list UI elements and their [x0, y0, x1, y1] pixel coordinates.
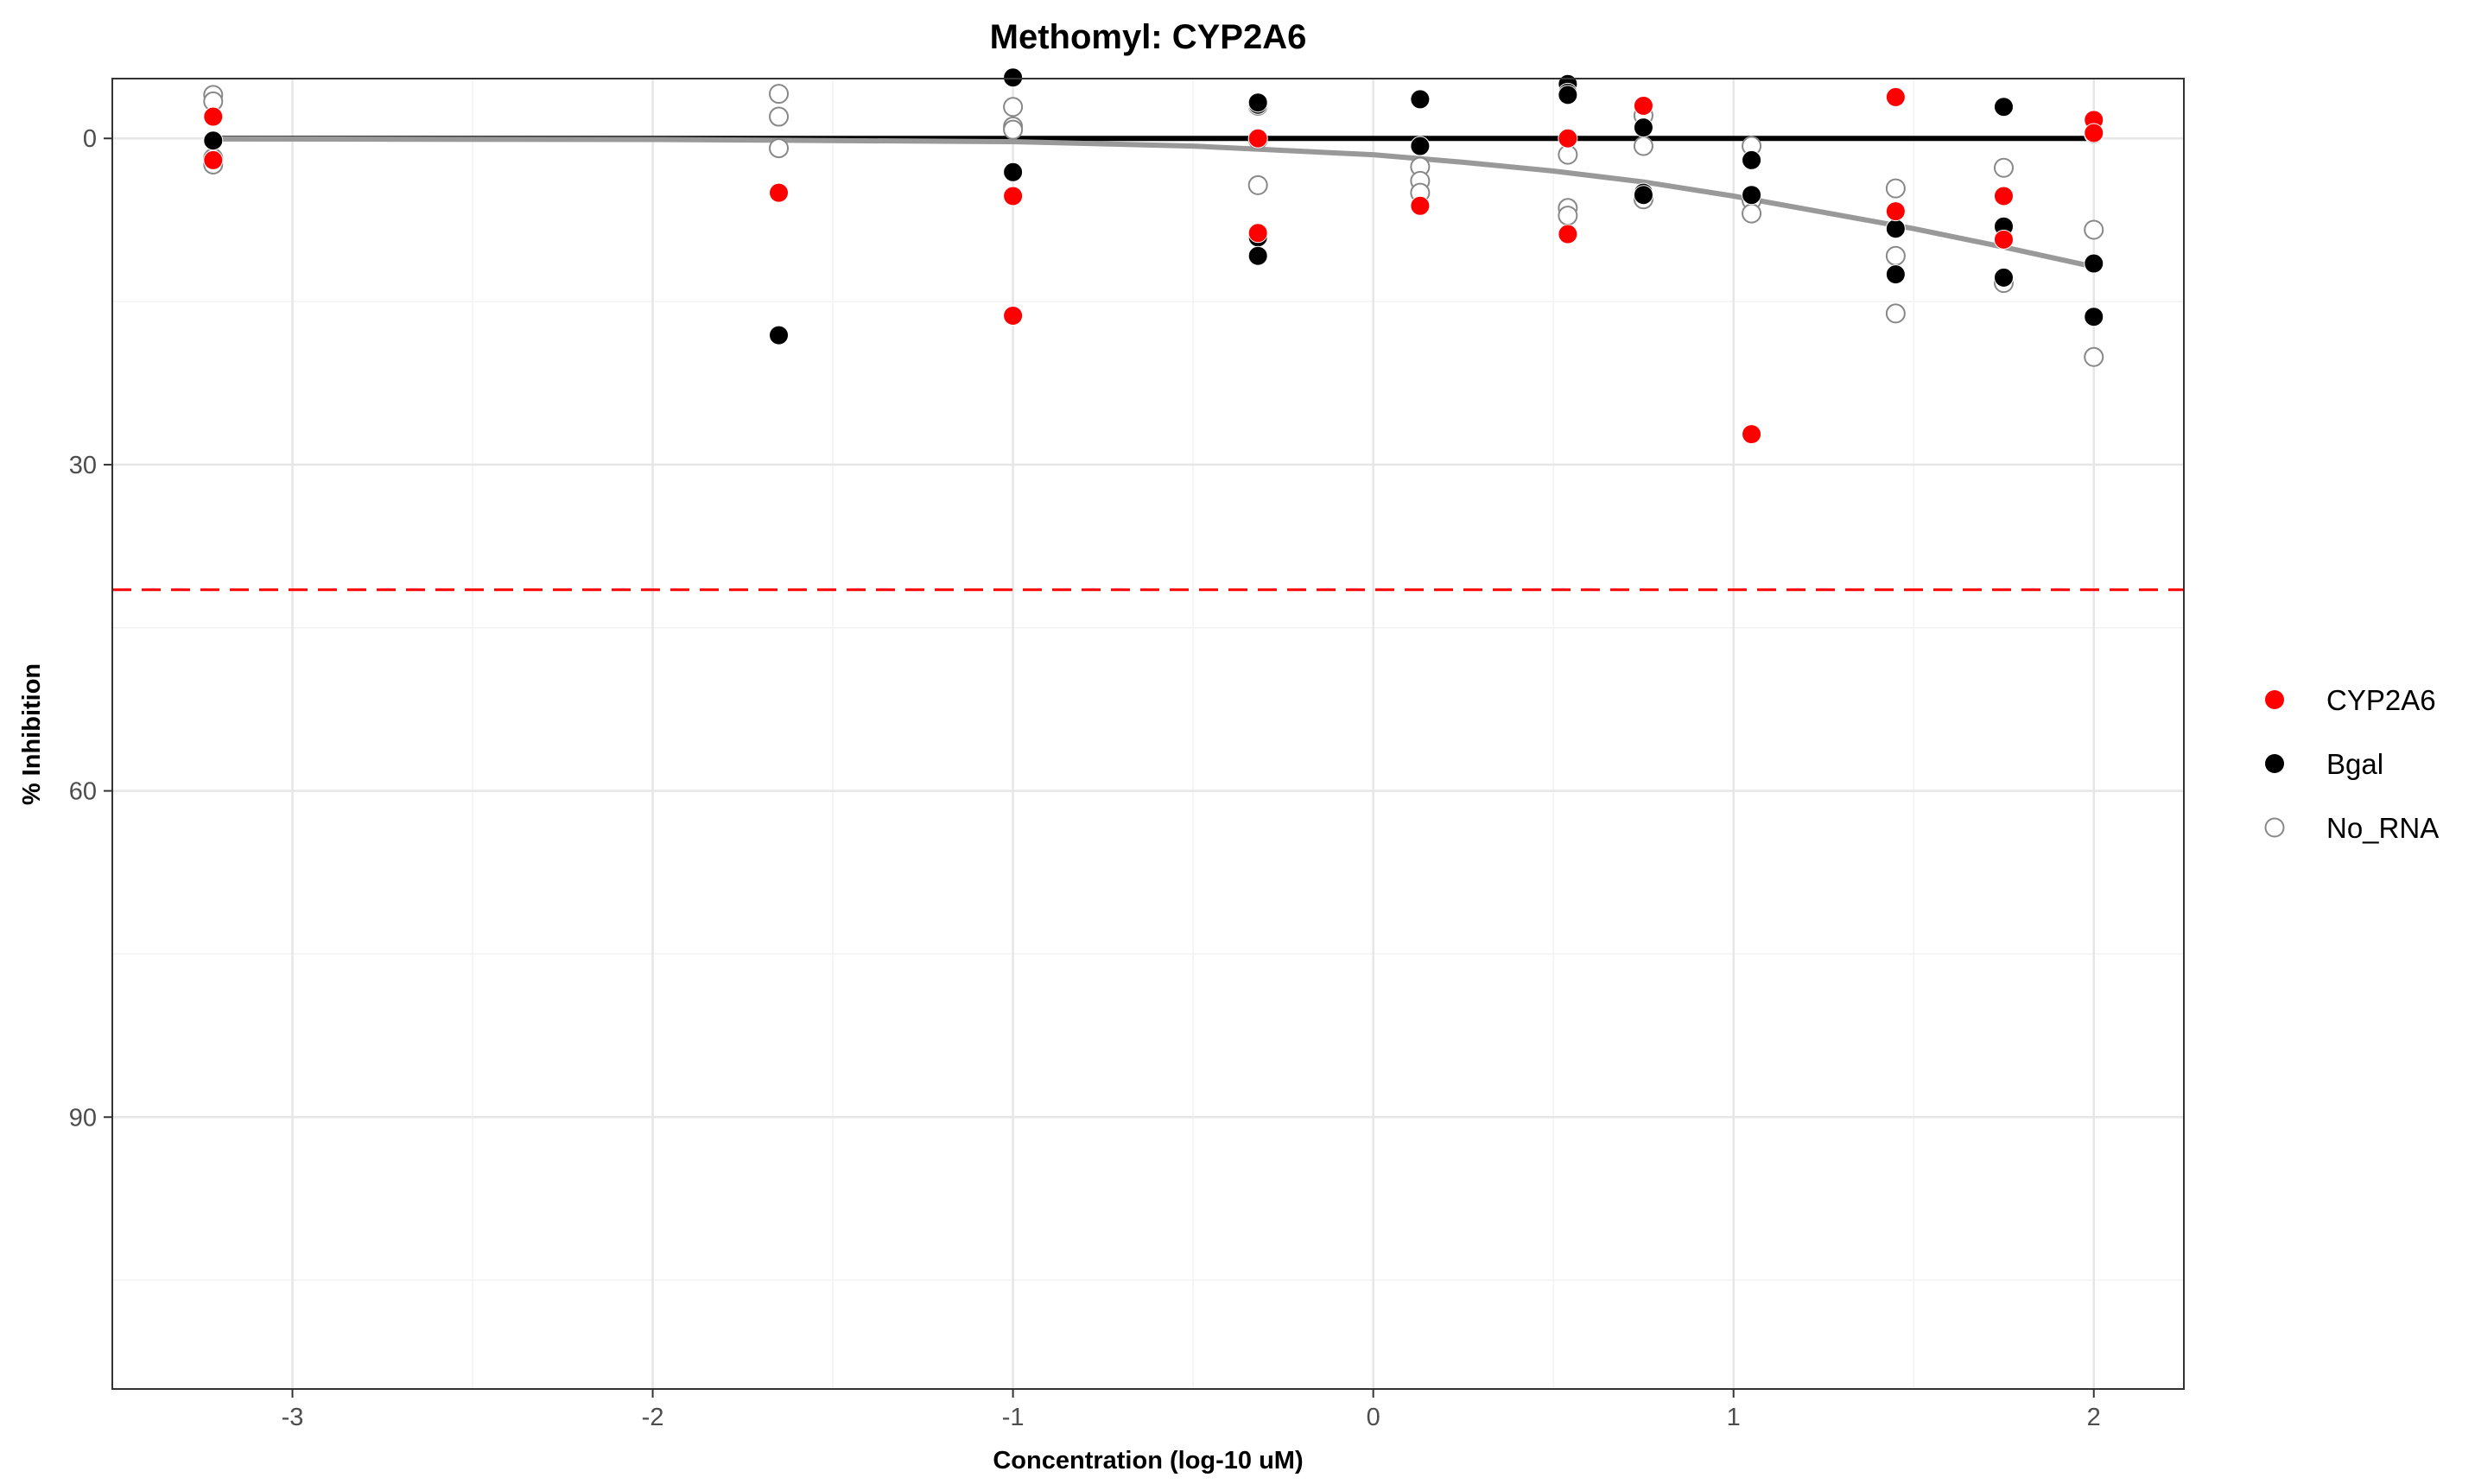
data-point — [2085, 124, 2104, 143]
data-point — [1742, 186, 1761, 205]
y-tick-label: 0 — [83, 125, 97, 153]
data-point — [1004, 187, 1023, 206]
data-point — [1742, 150, 1761, 169]
x-tick-label: -3 — [282, 1404, 304, 1431]
data-point — [2085, 308, 2104, 327]
data-point — [204, 107, 223, 126]
data-point — [1634, 96, 1653, 115]
data-point — [1558, 129, 1577, 148]
data-point — [1004, 121, 1022, 139]
data-point — [1558, 86, 1577, 105]
data-point — [1558, 206, 1577, 225]
data-point — [1995, 159, 2013, 177]
data-point — [2085, 254, 2104, 273]
data-point — [1248, 246, 1267, 265]
data-point — [2085, 220, 2103, 238]
legend-key — [2265, 754, 2284, 773]
data-point — [1248, 224, 1267, 243]
data-point — [1742, 425, 1761, 444]
x-tick-label: 1 — [1727, 1404, 1741, 1431]
data-point — [770, 183, 789, 202]
legend: CYP2A6 Bgal No_RNA — [2265, 684, 2439, 844]
data-point — [770, 139, 788, 157]
data-point — [770, 108, 788, 126]
data-point — [1411, 90, 1430, 109]
data-point — [1004, 68, 1023, 87]
data-point — [1004, 162, 1023, 181]
y-tick-label: 30 — [69, 452, 97, 479]
data-point — [1886, 265, 1905, 284]
data-point — [770, 85, 788, 103]
data-point — [1994, 230, 2013, 249]
data-point — [1558, 146, 1577, 164]
y-tick-label: 90 — [69, 1104, 97, 1132]
data-point — [2085, 348, 2103, 366]
data-point — [1994, 98, 2013, 117]
data-point — [1887, 304, 1905, 322]
data-point — [1249, 176, 1267, 194]
data-point — [1634, 137, 1653, 155]
data-point — [770, 326, 789, 345]
data-point — [1886, 87, 1905, 106]
x-tick-label: -2 — [642, 1404, 664, 1431]
data-point — [1886, 219, 1905, 238]
legend-label: No_RNA — [2326, 812, 2439, 844]
y-axis-ticks: 0 30 60 90 — [69, 125, 112, 1132]
data-point — [1558, 225, 1577, 244]
data-point — [1248, 93, 1267, 112]
data-point — [1248, 129, 1267, 148]
panel-background — [112, 79, 2184, 1389]
data-point — [204, 131, 223, 150]
data-point — [1634, 118, 1653, 137]
data-point — [1742, 205, 1761, 223]
data-point — [1994, 268, 2013, 287]
data-point — [1994, 187, 2013, 206]
data-point — [204, 150, 223, 169]
data-point — [1634, 186, 1653, 205]
y-axis-label: % Inhibition — [18, 663, 46, 805]
x-axis-ticks: -3 -2 -1 0 1 2 — [282, 1389, 2101, 1431]
data-point — [1411, 196, 1430, 215]
data-point — [1886, 202, 1905, 221]
y-tick-label: 60 — [69, 778, 97, 806]
data-point — [1004, 98, 1022, 116]
chart-title: Methomyl: CYP2A6 — [990, 18, 1307, 56]
legend-key — [2265, 690, 2284, 709]
legend-label: CYP2A6 — [2326, 684, 2436, 716]
data-point — [1887, 247, 1905, 265]
legend-label: Bgal — [2326, 748, 2383, 780]
data-point — [1887, 180, 1905, 198]
data-point — [1004, 306, 1023, 325]
data-point — [1411, 136, 1430, 155]
x-tick-label: 2 — [2087, 1404, 2101, 1431]
x-tick-label: -1 — [1002, 1404, 1025, 1431]
x-tick-label: 0 — [1367, 1404, 1380, 1431]
legend-key — [2266, 819, 2284, 837]
x-axis-label: Concentration (log-10 uM) — [993, 1447, 1303, 1474]
